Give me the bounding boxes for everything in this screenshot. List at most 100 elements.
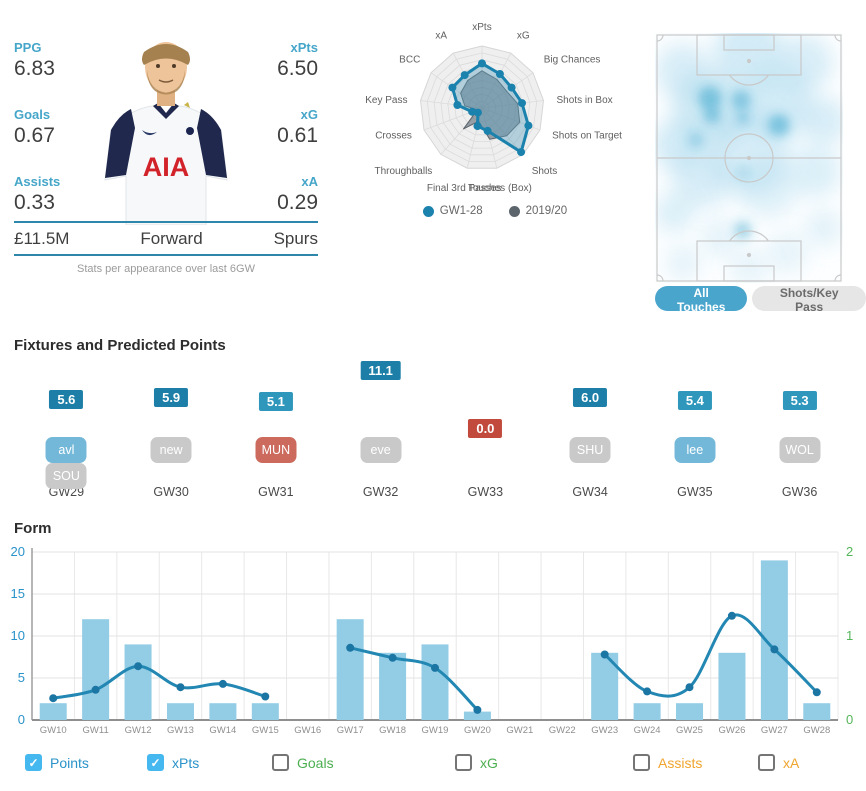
- fixture-column-gw33: 0.0 GW33: [433, 355, 538, 507]
- predicted-points-badge: 5.3: [782, 391, 817, 411]
- points-bar: [251, 703, 279, 720]
- xpts-point: [218, 679, 227, 688]
- points-bar: [803, 703, 831, 720]
- heat-blob: [703, 106, 721, 124]
- series-toggle-points[interactable]: ✓ Points: [25, 754, 89, 771]
- series-toggle-xpts[interactable]: ✓ xPts: [147, 754, 199, 771]
- xpts-point: [346, 643, 355, 652]
- gameweek-label: GW31: [258, 485, 294, 499]
- predicted-points-badge: 5.1: [258, 392, 293, 412]
- radar-legend-label: 2019/20: [525, 205, 568, 217]
- stat-label-assists: Assists: [14, 174, 61, 189]
- series-toggle-label: Points: [50, 754, 89, 771]
- series-toggle-label: Goals: [297, 754, 334, 771]
- xpts-point: [49, 694, 58, 703]
- radar-axis-label: Key Pass: [365, 95, 407, 106]
- checked-checkbox-icon[interactable]: ✓: [147, 754, 164, 771]
- heat-blob: [736, 166, 750, 180]
- fixtures-row: 5.6 avl SOU GW29 5.9 new GW30 5.1 MUN GW31 11.1 eve…: [14, 355, 852, 507]
- points-bar: [82, 619, 110, 720]
- xpts-point: [600, 650, 609, 659]
- left-axis-tick: 15: [11, 586, 25, 601]
- fixture-pill: SOU: [45, 463, 87, 489]
- shots-key-pass-button[interactable]: Shots/Key Pass: [752, 286, 866, 314]
- player-stats-card: PPG 6.83 Goals 0.67 Assists 0.33 xPts 6.…: [14, 30, 318, 280]
- heatmap-toggle-group: All Touches Shots/Key Pass: [655, 286, 866, 314]
- left-axis-tick: 5: [18, 670, 25, 685]
- legend-dot-icon: [422, 205, 434, 217]
- series-toggle-xg[interactable]: xG: [455, 754, 498, 771]
- x-axis-label: GW12: [125, 725, 152, 736]
- unchecked-checkbox-icon[interactable]: [455, 754, 472, 771]
- fixture-column-gw30: 5.9 new GW30: [119, 355, 224, 507]
- series-toggle-label: xPts: [172, 754, 200, 771]
- x-axis-label: GW15: [252, 725, 279, 736]
- form-chart: 0 5 10 15 20 0 1 2 GW10 GW11 GW12 GW13 GW14 GW15 GW16 G…: [11, 544, 854, 736]
- radar-axis-label: xA: [435, 31, 447, 42]
- left-axis-tick: 10: [11, 628, 25, 643]
- radar-axis-label: Shots on Target: [552, 131, 622, 142]
- series-toggle-goals[interactable]: Goals: [272, 754, 334, 771]
- stat-label-xg: xG: [300, 107, 318, 122]
- player-photo: AIA: [104, 42, 228, 225]
- unchecked-checkbox-icon[interactable]: [272, 754, 289, 771]
- gameweek-label: GW35: [677, 485, 713, 499]
- radar-legend-label: GW1-28: [439, 205, 483, 217]
- checked-checkbox-icon[interactable]: ✓: [25, 754, 42, 771]
- series-toggle-assists[interactable]: Assists: [633, 754, 702, 771]
- fixture-column-gw34: 6.0 SHU GW34: [538, 355, 643, 507]
- series-toggle-label: Assists: [658, 754, 703, 771]
- x-axis-label: GW20: [464, 725, 491, 736]
- gameweek-label: GW36: [781, 485, 818, 499]
- xpts-point: [473, 705, 482, 714]
- fixture-pill: avl: [45, 437, 87, 463]
- heat-blob: [800, 97, 843, 145]
- heat-blob: [806, 210, 842, 246]
- predicted-points-badge: 6.0: [573, 387, 608, 407]
- xpts-point: [91, 685, 100, 694]
- heat-blob: [738, 158, 798, 218]
- heat-blob: [698, 86, 722, 110]
- fixture-pill: WOL: [779, 437, 821, 463]
- pitch-lines: [656, 34, 842, 282]
- series-toggle-xa[interactable]: xA: [758, 754, 799, 771]
- x-axis-label: GW17: [337, 725, 364, 736]
- heat-blob: [655, 193, 694, 233]
- radar-axis-label: Big Chances: [544, 54, 601, 65]
- form-heading: Form: [14, 520, 52, 537]
- right-axis-tick: 2: [846, 544, 853, 559]
- x-axis-label: GW28: [803, 725, 830, 736]
- fixtures-heading: Fixtures and Predicted Points: [14, 337, 226, 354]
- right-axis-tick: 1: [846, 628, 853, 643]
- radar-axis-label: Crosses: [375, 131, 412, 142]
- stat-value-ppg: 6.83: [14, 57, 55, 80]
- stat-value-assists: 0.33: [14, 191, 55, 214]
- points-bar: [379, 652, 407, 720]
- stat-value-goals: 0.67: [14, 124, 55, 147]
- xpts-point: [643, 687, 652, 696]
- x-axis-label: GW25: [676, 725, 703, 736]
- x-axis-label: GW10: [40, 725, 67, 736]
- unchecked-checkbox-icon[interactable]: [633, 754, 650, 771]
- predicted-points-badge: 5.9: [154, 388, 189, 408]
- radar-legend: GW1-28 2019/20: [340, 205, 650, 217]
- stats-footnote: Stats per appearance over last 6GW: [77, 263, 255, 275]
- heat-blob: [731, 90, 751, 110]
- radar-legend-item: 2019/20: [508, 205, 568, 217]
- divider: [14, 221, 318, 223]
- heat-blob: [767, 233, 807, 273]
- x-axis-label: GW24: [634, 725, 661, 736]
- predicted-points-badge: 0.0: [468, 419, 503, 438]
- heat-blob: [672, 148, 732, 208]
- x-axis-label: GW14: [209, 725, 236, 736]
- xpts-point: [261, 692, 270, 701]
- x-axis-label: GW16: [294, 725, 321, 736]
- gameweek-label: GW34: [572, 485, 608, 499]
- unchecked-checkbox-icon[interactable]: [758, 754, 775, 771]
- radar-legend-item: GW1-28: [422, 205, 483, 217]
- player-price: £11.5M: [14, 229, 70, 248]
- x-axis-label: GW11: [83, 725, 109, 736]
- series-toggle-label: xG: [480, 754, 498, 771]
- all-touches-button[interactable]: All Touches: [655, 286, 748, 314]
